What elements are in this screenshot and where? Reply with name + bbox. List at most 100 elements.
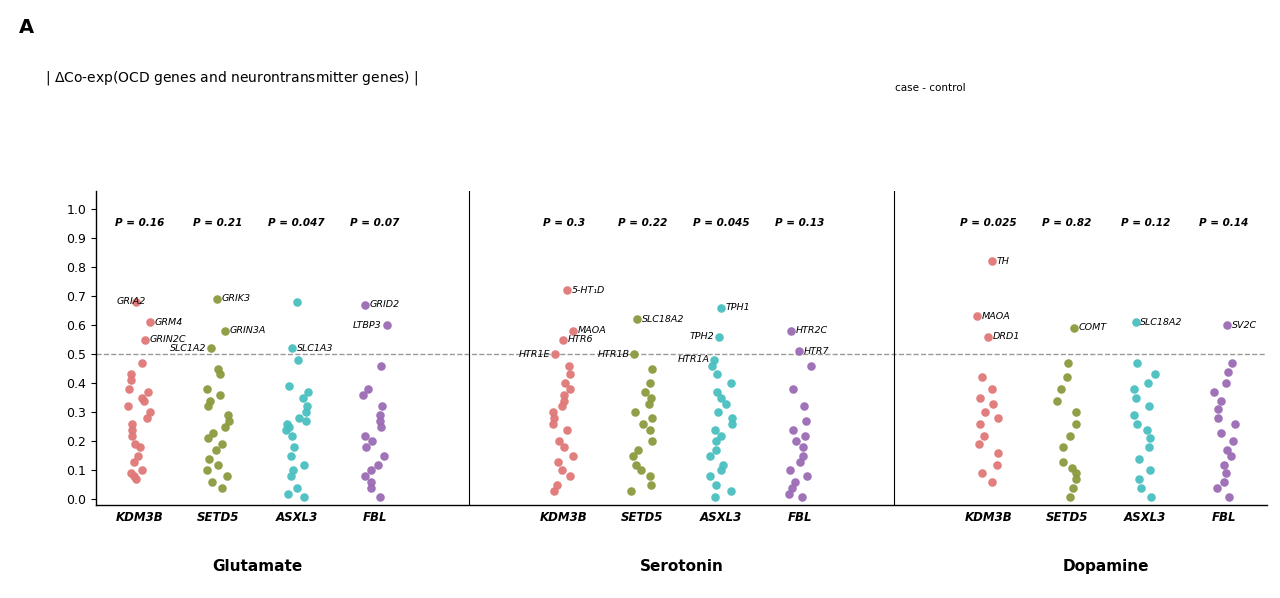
Point — [1132, 483, 1152, 493]
Point — [132, 393, 152, 402]
Point — [707, 387, 727, 396]
Point — [701, 361, 722, 371]
Point — [700, 451, 721, 460]
Point — [214, 326, 234, 335]
Point — [557, 285, 577, 295]
Point — [118, 402, 138, 411]
Point — [283, 466, 303, 475]
Point — [293, 393, 314, 402]
Point — [710, 431, 731, 440]
Point — [198, 434, 219, 443]
Point — [548, 457, 568, 466]
Point — [371, 361, 392, 371]
Text: case - control: case - control — [895, 83, 965, 93]
Point — [623, 451, 644, 460]
Point — [983, 399, 1004, 408]
Point — [1217, 367, 1238, 376]
Point — [140, 318, 160, 327]
Point — [120, 370, 141, 379]
Point — [1137, 425, 1157, 435]
Text: Glutamate: Glutamate — [212, 559, 302, 574]
Point — [1066, 407, 1087, 417]
Point — [543, 419, 563, 429]
Point — [722, 413, 742, 423]
Text: P = 0.16: P = 0.16 — [114, 218, 164, 227]
Point — [544, 486, 564, 496]
Point — [370, 410, 390, 420]
Point — [782, 483, 803, 493]
Point — [713, 460, 733, 469]
Point — [781, 326, 801, 335]
Point — [1124, 410, 1144, 420]
Point — [211, 483, 232, 493]
Point — [215, 422, 236, 432]
Point — [122, 431, 142, 440]
Point — [206, 294, 227, 304]
Point — [621, 486, 641, 496]
Point — [279, 422, 300, 432]
Text: GRIN2C: GRIN2C — [150, 335, 186, 344]
Point — [1066, 474, 1087, 484]
Point — [370, 492, 390, 501]
Point — [361, 466, 381, 475]
Point — [1051, 385, 1071, 394]
Point — [795, 416, 815, 426]
Text: P = 0.12: P = 0.12 — [1121, 218, 1170, 227]
Point — [280, 451, 301, 460]
Point — [721, 486, 741, 496]
Point — [966, 312, 987, 321]
Text: MAOA: MAOA — [982, 312, 1010, 321]
Point — [710, 303, 731, 312]
Point — [376, 321, 397, 330]
Text: MAOA: MAOA — [577, 327, 607, 335]
Point — [218, 471, 238, 481]
Point — [563, 451, 584, 460]
Point — [1140, 492, 1161, 501]
Text: GRIK3: GRIK3 — [221, 294, 251, 303]
Point — [297, 387, 317, 396]
Text: P = 0.025: P = 0.025 — [960, 218, 1016, 227]
Point — [122, 419, 142, 429]
Point — [978, 332, 998, 341]
Text: GRIN3A: GRIN3A — [229, 327, 266, 335]
Text: | $\Delta$Co-exp(OCD genes and neurontransmitter genes) |: | $\Delta$Co-exp(OCD genes and neurontra… — [45, 69, 419, 87]
Point — [129, 443, 150, 452]
Point — [122, 425, 142, 435]
Point — [355, 431, 375, 440]
Point — [544, 413, 564, 423]
Text: P = 0.047: P = 0.047 — [268, 218, 325, 227]
Point — [197, 402, 218, 411]
Text: HTR1A: HTR1A — [677, 355, 709, 364]
Text: SLC1A2: SLC1A2 — [170, 344, 206, 353]
Point — [212, 440, 233, 449]
Text: P = 0.82: P = 0.82 — [1042, 218, 1092, 227]
Point — [785, 477, 805, 487]
Point — [627, 446, 648, 455]
Point — [716, 399, 736, 408]
Point — [132, 466, 152, 475]
Point — [709, 332, 730, 341]
Point — [200, 396, 220, 405]
Point — [206, 446, 227, 455]
Point — [1052, 443, 1073, 452]
Point — [1053, 457, 1074, 466]
Point — [641, 413, 662, 423]
Text: P = 0.13: P = 0.13 — [774, 218, 824, 227]
Point — [639, 379, 659, 388]
Point — [705, 425, 726, 435]
Point — [640, 471, 660, 481]
Point — [355, 471, 375, 481]
Point — [1217, 446, 1238, 455]
Text: SLC18A2: SLC18A2 — [643, 315, 685, 324]
Point — [219, 416, 239, 426]
Text: SV2C: SV2C — [1233, 321, 1257, 329]
Point — [639, 399, 659, 408]
Point — [1125, 318, 1146, 327]
Point — [988, 448, 1009, 458]
Point — [1222, 437, 1243, 446]
Point — [1062, 463, 1083, 472]
Text: DRD1: DRD1 — [993, 332, 1020, 341]
Point — [1057, 358, 1078, 368]
Point — [282, 431, 302, 440]
Point — [1047, 396, 1068, 405]
